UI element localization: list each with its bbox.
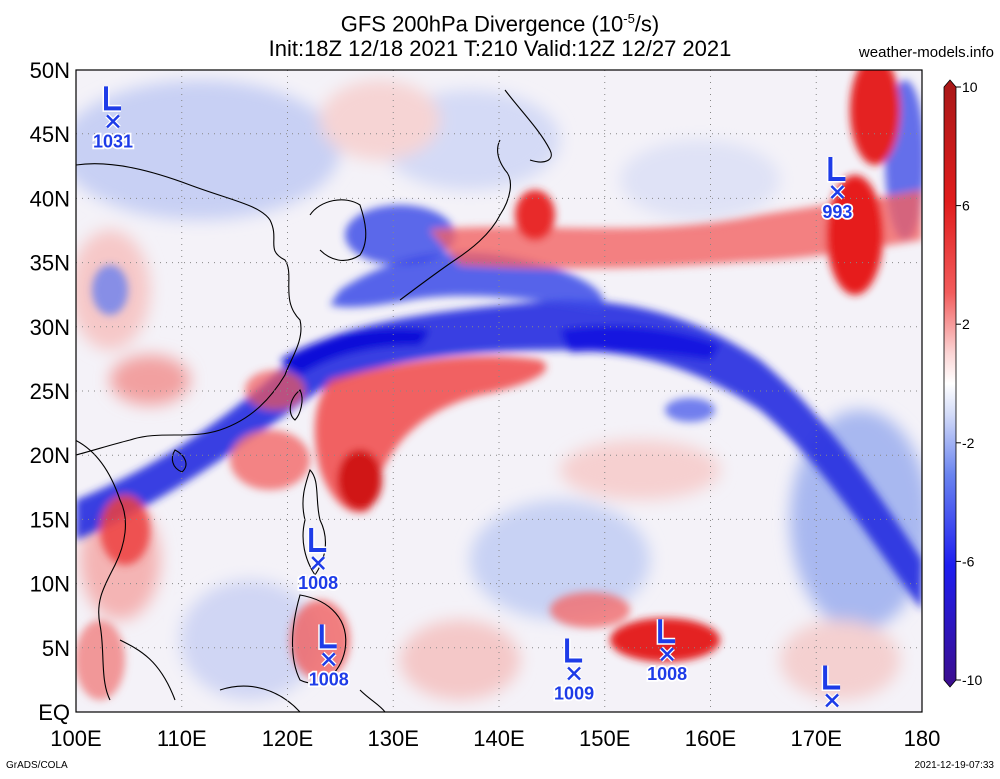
lon-label-4: 140E: [473, 726, 524, 751]
low-pressure-label: 1008: [309, 669, 349, 689]
low-center: [311, 556, 326, 570]
low-pressure-label: 1031: [93, 131, 133, 151]
colorbar-label-2: 2: [962, 316, 970, 332]
low-letter: [104, 86, 122, 111]
map-frame: [75, 69, 923, 713]
lat-label-9: 45N: [30, 122, 70, 147]
divergence-field: 1031103199399310081008100810081009100910…: [76, 70, 922, 730]
lon-label-1: 110E: [157, 726, 207, 751]
chart-title: GFS 200hPa Divergence (10-5/s): [340, 11, 660, 37]
lat-label-7: 35N: [30, 251, 70, 276]
lat-label-6: 30N: [30, 315, 70, 340]
lon-label-8: 180: [904, 726, 941, 751]
low-pressure-label: 1008: [647, 664, 687, 684]
colorbar-scale: [943, 79, 957, 688]
low-pressure-label: 1008: [298, 573, 338, 593]
low-center: [567, 666, 581, 681]
colorbar-label-5: -10: [962, 672, 982, 688]
lat-label-2: 10N: [30, 572, 70, 597]
low-letter: [658, 619, 676, 644]
axis-labels: 100E 110E 120E 130E 140E 150E 160E 170E 180 EQ 5N 1…: [30, 58, 941, 751]
colorbar-label-4: -6: [962, 553, 975, 569]
low-letter: [823, 665, 841, 690]
low-pressure-label: 1009: [554, 683, 594, 703]
low-letter: [309, 528, 327, 553]
lon-label-0: 100E: [50, 726, 101, 751]
low-center: [830, 185, 845, 199]
low-letter: [828, 156, 846, 181]
low-pressure-label: 1009: [812, 710, 852, 730]
low-pressure-label: 1008: [309, 669, 349, 689]
brand-label: weather-models.info: [858, 44, 994, 61]
colorbar: 10 6 2 -2 -6 -10: [943, 79, 982, 688]
lat-label-3: 15N: [30, 507, 70, 532]
lat-label-4: 20N: [30, 443, 70, 468]
low-pressure-label: 993: [822, 202, 852, 222]
low-center: [106, 114, 120, 129]
low-pressure-label: 1008: [647, 664, 687, 684]
lat-label-10: 50N: [30, 58, 70, 83]
lat-label-5: 25N: [30, 379, 70, 404]
low-center: [321, 652, 336, 667]
timestamp-label: 2021-12-19-07:33: [914, 760, 994, 771]
lon-label-7: 170E: [791, 726, 842, 751]
low-center: [660, 647, 675, 662]
low-pressure-markers: 1031103199399310081008100810081009100910…: [91, 86, 854, 730]
low-letter: [565, 638, 583, 663]
low-center: [825, 693, 839, 708]
lat-label-1: 5N: [42, 636, 70, 661]
low-pressure-label: 1009: [554, 683, 594, 703]
coastlines: [76, 89, 552, 712]
colorbar-label-1: 6: [962, 198, 970, 214]
chart-subtitle: Init:18Z 12/18 2021 T:210 Valid:12Z 12/2…: [268, 36, 732, 61]
lat-label-0: EQ: [38, 700, 70, 725]
low-pressure-label: 1031: [93, 131, 133, 151]
low-pressure-label: 1008: [298, 573, 338, 593]
low-pressure-label: 993: [822, 202, 852, 222]
lat-label-8: 40N: [30, 186, 70, 211]
colorbar-label-3: -2: [962, 435, 975, 451]
lon-label-3: 130E: [368, 726, 419, 751]
lon-label-5: 150E: [579, 726, 630, 751]
lon-label-2: 120E: [262, 726, 313, 751]
low-letter: [319, 624, 337, 649]
low-pressure-label: 1009: [812, 710, 852, 730]
colorbar-label-0: 10: [962, 79, 978, 95]
credit-label: GrADS/COLA: [6, 760, 68, 771]
colorbar-ticks: 10 6 2 -2 -6 -10: [956, 79, 982, 688]
lon-label-6: 160E: [685, 726, 736, 751]
